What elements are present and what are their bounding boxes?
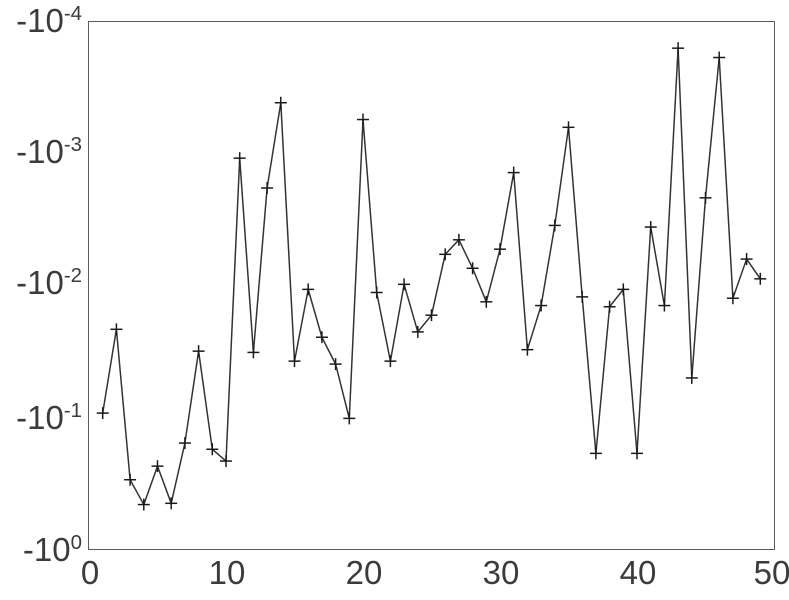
data-point-marker [137,498,150,511]
data-point-marker [302,283,315,296]
data-point-marker [315,331,328,344]
data-point-marker [110,323,123,336]
ytick-label-0: -10-4 [16,2,82,39]
data-point-marker [425,309,438,322]
data-point-marker [398,278,411,291]
data-point-marker [617,283,630,296]
data-point-marker [754,272,767,285]
ytick-label-2: -10-2 [16,264,82,301]
ytick-label-4: -100 [22,531,82,568]
data-point-marker [507,166,520,179]
ytick-exponent: 0 [70,531,82,554]
data-point-marker [192,345,205,358]
xtick-label-4: 40 [619,554,657,591]
data-point-marker [699,191,712,204]
data-point-marker [124,473,137,486]
series-markers [96,42,767,511]
data-point-marker [96,407,109,420]
ytick-exponent: -4 [63,2,82,25]
data-point-marker [439,248,452,261]
xtick-label-3: 30 [482,554,520,591]
data-point-marker [603,300,616,313]
ytick-exponent: -2 [63,264,82,287]
data-point-marker [466,262,479,275]
data-point-marker [206,443,219,456]
data-point-marker [726,292,739,305]
data-point-marker [589,447,602,460]
data-point-marker [233,152,246,165]
data-point-marker [343,412,356,425]
data-point-marker [672,42,685,55]
data-series-layer [96,42,767,511]
data-point-marker [521,343,534,356]
data-point-marker [658,299,671,312]
data-point-marker [740,253,753,266]
data-point-marker [494,243,506,256]
ytick-label-1: -10-3 [16,133,82,170]
data-point-marker [178,437,191,450]
data-point-marker [548,219,561,232]
data-point-marker [713,51,726,64]
data-point-marker [329,358,342,371]
ytick-exponent: -1 [63,399,82,422]
data-point-marker [644,221,657,234]
xtick-label-2: 20 [345,554,383,591]
data-point-marker [535,299,548,312]
xtick-label-5: 50 [753,554,789,591]
data-point-marker [261,182,274,194]
xtick-label-0: 0 [80,554,100,591]
data-point-marker [480,295,493,308]
data-point-marker [288,355,301,368]
series-line [101,47,761,506]
data-point-marker [631,447,643,460]
data-point-marker [151,460,164,473]
plot-area [88,21,775,550]
data-point-marker [576,290,589,303]
data-point-marker [685,371,698,384]
data-point-marker [384,355,397,368]
data-point-marker [165,497,178,510]
data-point-marker [370,286,383,299]
ytick-label-3: -10-1 [16,399,82,436]
data-point-marker [357,113,369,126]
ytick-exponent: -3 [63,133,82,156]
data-point-marker [562,121,575,134]
data-point-marker [452,233,465,246]
data-point-marker [411,325,424,338]
xtick-label-1: 10 [208,554,246,591]
data-point-marker [220,455,232,468]
data-point-marker [247,346,260,359]
data-point-marker [274,96,287,109]
